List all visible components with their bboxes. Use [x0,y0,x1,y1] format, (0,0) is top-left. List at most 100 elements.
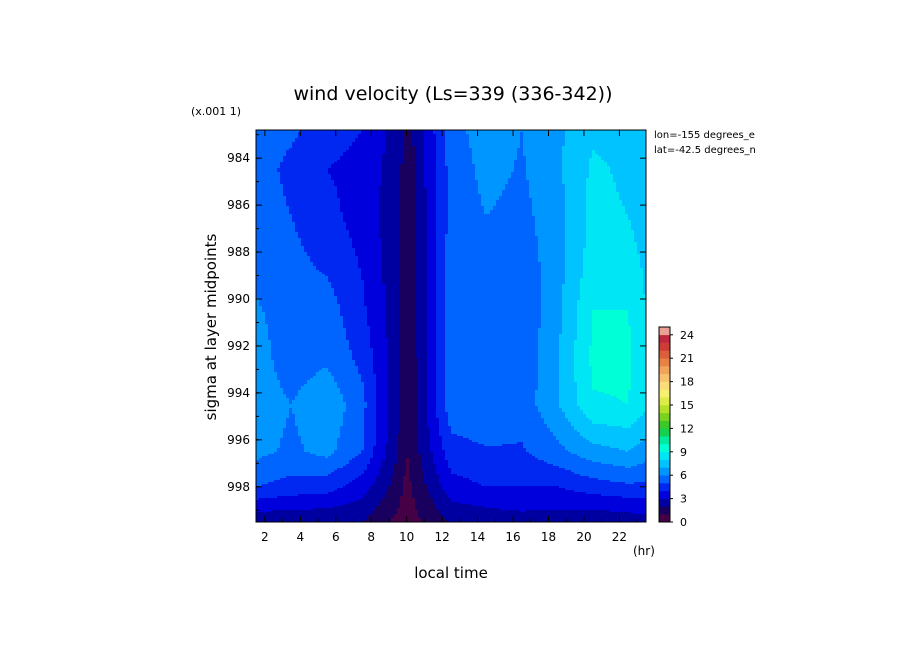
heatmap-cell [481,154,485,157]
heatmap-cell [553,134,557,137]
heatmap-cell [418,148,422,151]
heatmap-cell [403,156,407,159]
heatmap-cell [562,152,566,155]
heatmap-cell [421,132,425,135]
heatmap-cell [337,150,341,153]
heatmap-cell [553,130,557,133]
heatmap-cell [373,156,377,159]
heatmap-cell [421,158,425,161]
heatmap-cell [280,136,284,139]
heatmap-cell [355,146,359,149]
heatmap-cell [259,148,263,151]
heatmap-cell [487,136,491,139]
heatmap-cell [457,130,461,133]
heatmap-cell [430,132,434,135]
heatmap-cell [346,156,350,159]
heatmap-cell [544,132,548,135]
heatmap-cell [364,142,368,145]
heatmap-cell [604,148,608,151]
heatmap-cell [466,146,470,149]
heatmap-cell [472,152,476,155]
heatmap-cell [589,146,593,149]
heatmap-cell [643,132,646,135]
heatmap-cell [277,146,281,149]
heatmap-cell [619,156,623,159]
heatmap-cell [538,152,542,155]
heatmap-cell [607,146,611,149]
heatmap-cell [643,144,646,147]
heatmap-cell [583,138,587,141]
heatmap-cell [286,146,290,149]
heatmap-cell [541,158,545,161]
heatmap-cell [349,142,353,145]
heatmap-cell [499,158,503,161]
heatmap-cell [604,146,608,149]
heatmap-cell [475,150,479,153]
heatmap-cell [316,150,320,153]
heatmap-cell [265,132,269,135]
heatmap-cell [598,144,602,147]
heatmap-cell [523,146,527,149]
heatmap-cell [463,150,467,153]
heatmap-cell [490,152,494,155]
heatmap-cell [616,140,620,143]
heatmap-cell [439,158,443,161]
heatmap-cell [499,144,503,147]
heatmap-cell [586,144,590,147]
heatmap-cell [601,148,605,151]
heatmap-cell [373,142,377,145]
heatmap-cell [304,132,308,135]
heatmap-cell [298,146,302,149]
heatmap-cell [457,138,461,141]
heatmap-cell [358,132,362,135]
heatmap-cell [256,140,260,143]
heatmap-cell [643,154,646,157]
heatmap-cell [418,144,422,147]
heatmap-cell [445,134,449,137]
heatmap-cell [631,134,635,137]
heatmap-cell [436,136,440,139]
heatmap-cell [481,144,485,147]
heatmap-cell [373,146,377,149]
heatmap-cell [337,132,341,135]
heatmap-cell [613,148,617,151]
heatmap-cell [388,158,392,161]
heatmap-cell [346,138,350,141]
heatmap-cell [322,154,326,157]
heatmap-cell [352,144,356,147]
heatmap-cell [328,140,332,143]
heatmap-cell [616,152,620,155]
heatmap-cell [358,144,362,147]
heatmap-cell [472,132,476,135]
heatmap-cell [574,148,578,151]
heatmap-cell [394,130,398,133]
heatmap-cell [526,144,530,147]
heatmap-cell [370,134,374,137]
heatmap-cell [364,138,368,141]
heatmap-cell [445,138,449,141]
heatmap-cell [286,152,290,155]
heatmap-cell [436,138,440,141]
heatmap-cell [391,132,395,135]
heatmap-cell [592,140,596,143]
heatmap-cell [454,132,458,135]
heatmap-cell [292,142,296,145]
heatmap-cell [634,134,638,137]
heatmap-cell [361,140,365,143]
heatmap-cell [628,138,632,141]
heatmap-cell [391,142,395,145]
heatmap-cell [484,138,488,141]
heatmap-cell [394,152,398,155]
heatmap-cell [592,154,596,157]
heatmap-cell [496,144,500,147]
heatmap-cell [529,158,533,161]
heatmap-cell [463,144,467,147]
heatmap-cell [259,134,263,137]
heatmap-cell [406,148,410,151]
heatmap-cell [379,144,383,147]
heatmap-cell [526,136,530,139]
heatmap-cell [328,130,332,133]
heatmap-cell [379,148,383,151]
heatmap-cell [358,130,362,133]
heatmap-cell [481,150,485,153]
